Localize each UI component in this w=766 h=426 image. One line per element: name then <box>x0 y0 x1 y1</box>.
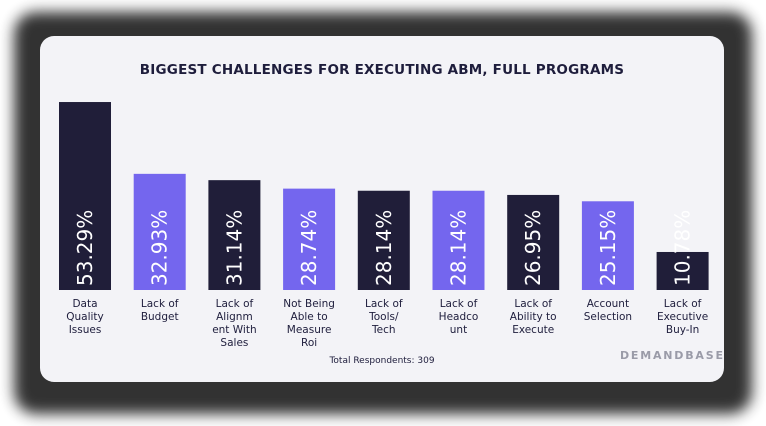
bar-6 <box>432 190 485 290</box>
bar-value-label: 53.29% <box>73 210 97 286</box>
bar-chart: 53.29% Data Quality Issues 32.93% Lack of Budg… <box>59 102 709 349</box>
chart-title: BIGGEST CHALLENGES FOR EXECUTING ABM, FU… <box>139 62 625 78</box>
bar-7 <box>507 194 560 290</box>
bar-9 <box>656 251 709 290</box>
category-label: Lack of Alignm ent With Sales <box>212 298 256 349</box>
bar-value-label: 28.14% <box>372 210 396 286</box>
category-label: Lack of Budget <box>141 298 179 323</box>
bar-2 <box>133 173 186 290</box>
bar-value-label: 31.14% <box>222 210 246 286</box>
bar-value-label: 26.95% <box>521 210 545 286</box>
bar-3 <box>208 180 261 290</box>
bar-value-label: 28.74% <box>297 210 321 286</box>
demandbase-logo: DEMANDBASE <box>620 349 724 362</box>
bar-8 <box>581 201 634 290</box>
bar-value-label: 25.15% <box>596 210 620 286</box>
bar-value-label: 10.78% <box>671 210 695 286</box>
chart-card: BIGGEST CHALLENGES FOR EXECUTING ABM, FU… <box>40 36 724 382</box>
category-label: Lack of Headco unt <box>439 298 479 336</box>
bar-4 <box>283 188 336 290</box>
bar-value-label: 28.14% <box>447 210 471 286</box>
bar-1 <box>59 102 111 290</box>
category-label: Lack of Tools/Tech <box>365 298 403 336</box>
bar-5 <box>357 190 410 290</box>
total-respondents: Total Respondents: 309 <box>329 356 435 366</box>
category-label: Not Being Able to Measure Roi <box>283 298 335 349</box>
category-label: Lack of Executive Buy-In <box>657 298 708 336</box>
category-label: Data Quality Issues <box>66 298 104 336</box>
bar-value-label: 32.93% <box>148 210 172 286</box>
category-label: Account Selection <box>584 298 632 323</box>
category-label: Lack of Ability to Execute <box>510 298 557 336</box>
